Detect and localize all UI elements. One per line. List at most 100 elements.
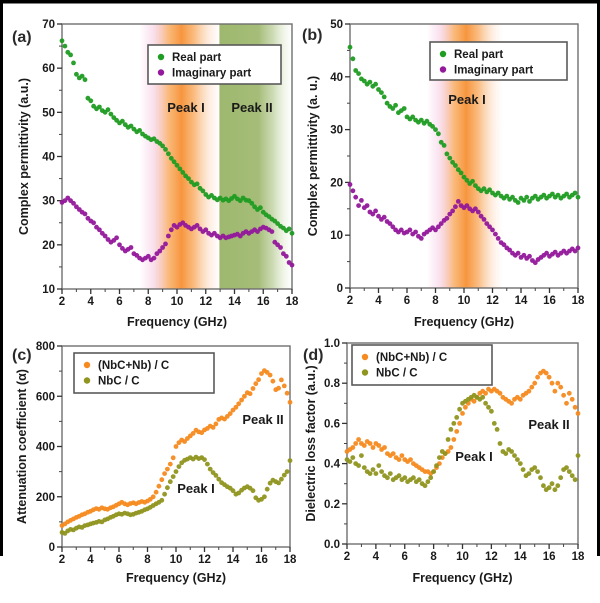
panel-letter: (d): [303, 347, 323, 364]
x-tick-label: 10: [456, 551, 469, 563]
scatter-point: [552, 487, 558, 493]
scatter-point: [490, 227, 495, 233]
scatter-point: [471, 398, 477, 404]
border-top: [0, 0, 600, 4]
legend-box: [73, 352, 215, 394]
y-tick-label: 0.4: [324, 459, 341, 471]
scatter-point: [444, 151, 450, 157]
y-tick-label: 0.8: [324, 378, 341, 390]
scatter-point: [450, 208, 455, 214]
scatter-point: [68, 52, 73, 58]
scatter-point: [481, 186, 487, 192]
peak-annotation: Peak II: [242, 412, 283, 427]
scatter-point: [517, 396, 523, 402]
scatter-point: [279, 476, 284, 482]
scatter-point: [350, 455, 356, 460]
scatter-point: [71, 200, 76, 206]
scatter-point: [79, 73, 85, 79]
scatter-point: [207, 466, 213, 472]
x-tick-label: 12: [199, 296, 212, 308]
scatter-point: [166, 151, 171, 157]
scatter-point: [501, 242, 507, 248]
scatter-point: [486, 404, 491, 410]
scatter-point: [203, 227, 209, 233]
y-axis-title: Complex permittivity (a.u.): [17, 78, 31, 235]
y-tick-label: 50: [42, 107, 55, 119]
scatter-point: [541, 483, 546, 489]
y-tick-label: 800: [36, 341, 55, 353]
scatter-point: [507, 247, 512, 253]
scatter-point: [379, 90, 384, 95]
x-tick-label: 2: [344, 551, 350, 563]
scatter-point: [438, 139, 444, 145]
scatter-point: [91, 220, 96, 226]
x-tick-label: 6: [116, 554, 122, 566]
scatter-point: [384, 100, 390, 106]
scatter-point: [347, 459, 353, 464]
y-tick-label: 0.2: [324, 499, 340, 511]
x-tick-label: 2: [347, 295, 353, 307]
scatter-point: [267, 480, 273, 486]
legend-label: NbC / C: [376, 368, 418, 380]
scatter-point: [396, 473, 402, 479]
scatter-point: [569, 396, 575, 402]
scatter-point: [350, 188, 356, 194]
series-primary: [59, 368, 293, 528]
scatter-point: [200, 188, 206, 194]
scatter-point: [182, 439, 188, 444]
scatter-point: [279, 377, 284, 383]
scatter-point: [170, 474, 176, 479]
peak-annotation: Peak I: [448, 92, 486, 107]
scatter-point: [165, 466, 170, 472]
scatter-point: [483, 390, 488, 396]
scatter-point: [549, 380, 555, 386]
scatter-point: [555, 380, 561, 386]
x-tick-label: 4: [375, 295, 382, 307]
scatter-point: [481, 217, 487, 222]
legend-box: [351, 344, 493, 386]
scatter-point: [270, 378, 276, 384]
scatter-point: [515, 200, 521, 205]
scatter-point: [433, 127, 438, 132]
x-tick-label: 8: [432, 295, 439, 307]
scatter-point: [82, 211, 88, 217]
scatter-point: [356, 71, 361, 76]
scatter-point: [166, 233, 171, 239]
scatter-point: [367, 79, 373, 85]
scatter-point: [159, 497, 165, 503]
scatter-point: [376, 87, 381, 92]
scatter-point: [460, 411, 465, 416]
x-tick-label: 18: [572, 551, 585, 563]
scatter-point: [491, 421, 497, 426]
scatter-point: [258, 205, 263, 211]
scatter-point: [353, 68, 359, 73]
scatter-point: [470, 178, 475, 184]
series-secondary: [59, 195, 295, 268]
y-tick-label: 0.0: [324, 539, 340, 551]
scatter-point: [283, 253, 289, 259]
scatter-point: [521, 252, 527, 258]
border-left: [0, 0, 3, 556]
scatter-point: [418, 117, 424, 123]
scatter-point: [558, 384, 564, 390]
scatter-point: [167, 479, 173, 485]
legend-marker-purple: [157, 69, 165, 76]
legend-box: [429, 41, 568, 81]
y-tick-label: 30: [42, 196, 55, 208]
scatter-point: [497, 441, 503, 446]
scatter-point: [350, 56, 356, 62]
scatter-point: [543, 370, 549, 376]
scatter-point: [473, 183, 478, 189]
x-tick-label: 14: [227, 554, 240, 566]
scatter-point: [390, 451, 396, 456]
scatter-point: [524, 194, 530, 200]
scatter-point: [381, 214, 387, 220]
scatter-point: [276, 385, 281, 391]
scatter-point: [487, 187, 492, 193]
scatter-point: [450, 159, 455, 165]
scatter-point: [236, 401, 242, 407]
scatter-point: [286, 226, 292, 232]
scatter-point: [457, 421, 462, 426]
legend-marker-green: [439, 50, 447, 58]
